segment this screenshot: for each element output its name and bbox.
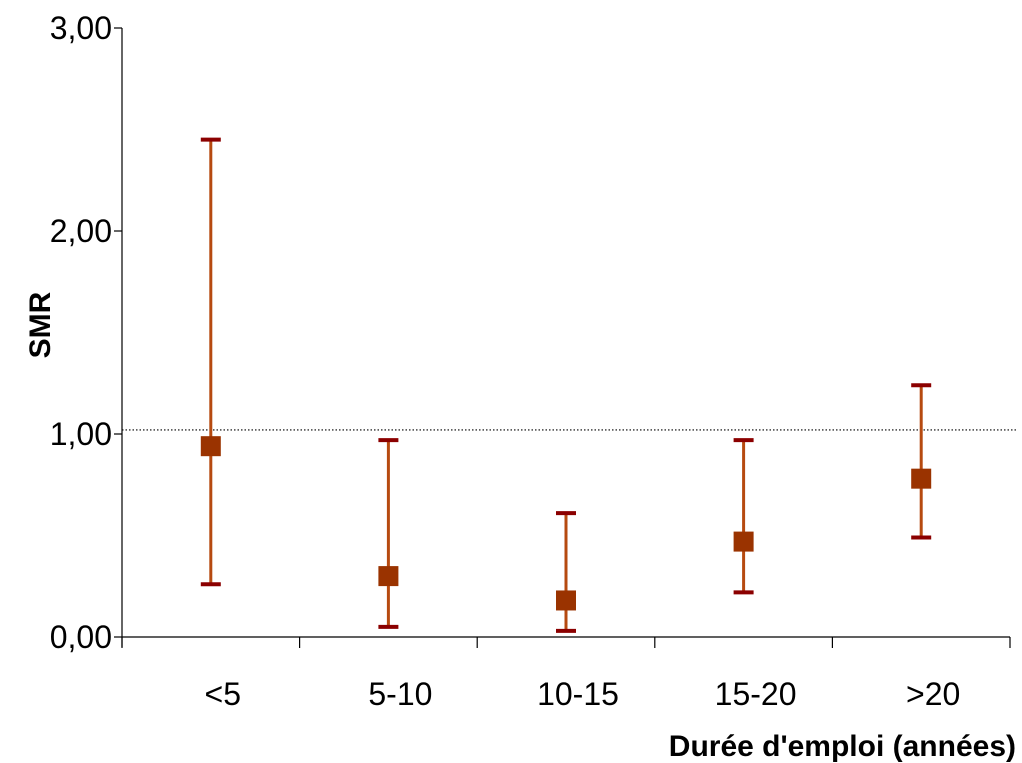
data-point-marker [556, 590, 576, 611]
x-tick-label: >20 [906, 676, 960, 712]
x-tick-label: <5 [205, 676, 241, 712]
x-tick-label: 15-20 [715, 676, 797, 712]
y-tick-label: 3,00 [50, 10, 112, 46]
y-axis-title: SMR [24, 291, 57, 358]
data-point-marker [200, 436, 221, 457]
data-point-marker [733, 531, 754, 552]
data-point-marker [378, 566, 399, 587]
y-axis: 0,00 1,00 2,00 3,00 [50, 10, 123, 655]
data-point-marker [911, 468, 932, 489]
y-tick-label: 1,00 [50, 416, 112, 452]
y-tick-label: 0,00 [50, 619, 112, 655]
x-axis-title: Durée d'emploi (années) [669, 730, 1016, 763]
x-axis: <5 5-10 10-15 15-20 >20 [121, 636, 1011, 712]
data-markers [200, 436, 932, 611]
error-bars [200, 137, 932, 633]
x-tick-label: 10-15 [537, 676, 619, 712]
y-tick-label: 2,00 [50, 213, 112, 249]
x-tick-label: 5-10 [368, 676, 432, 712]
